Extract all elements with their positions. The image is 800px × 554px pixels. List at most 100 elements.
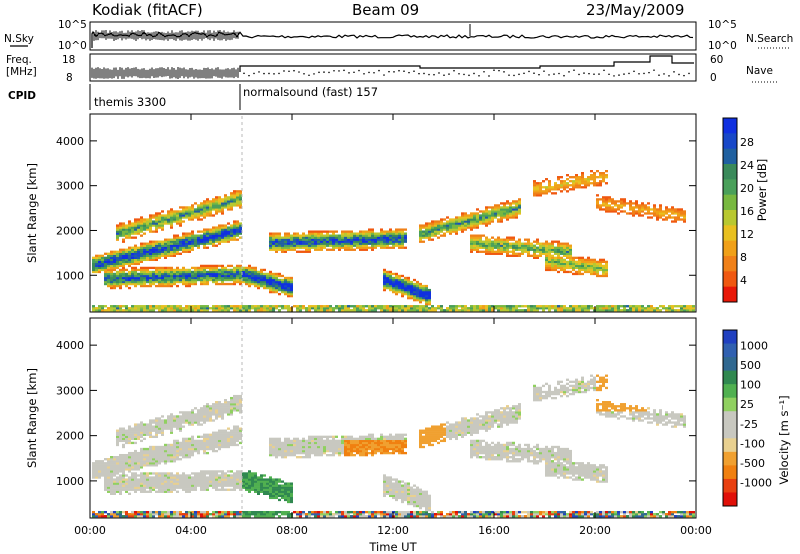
power-cell	[377, 240, 380, 243]
power-cell	[413, 299, 416, 302]
power-cell	[428, 230, 431, 233]
nave-sample	[338, 70, 340, 72]
power-cell	[686, 307, 689, 310]
power-cell	[110, 276, 113, 280]
velocity-cell	[110, 474, 113, 477]
velocity-cell	[167, 445, 170, 449]
power-colorbar-tick-label: 24	[740, 159, 754, 172]
power-cell	[308, 309, 311, 312]
power-cell	[392, 238, 395, 241]
power-cell	[209, 214, 212, 217]
velocity-cell	[164, 478, 167, 481]
power-cell	[491, 248, 494, 251]
power-cell	[131, 268, 134, 272]
nave-sample	[548, 74, 550, 76]
power-cell	[203, 240, 206, 243]
power-cell	[467, 216, 470, 219]
power-cell	[659, 214, 662, 217]
power-cell	[536, 182, 539, 185]
velocity-cell	[221, 405, 224, 408]
power-cell	[488, 252, 491, 255]
velocity-cell	[152, 456, 155, 459]
power-cell	[191, 248, 194, 251]
power-cell	[347, 309, 350, 312]
power-cell	[200, 274, 203, 278]
velocity-cell	[146, 484, 149, 487]
power-cell	[647, 212, 650, 215]
power-cell	[119, 254, 122, 257]
velocity-cell	[125, 441, 128, 445]
power-cell	[470, 244, 473, 247]
power-cell	[401, 305, 404, 308]
velocity-cell	[212, 472, 215, 475]
power-cell	[116, 250, 119, 253]
velocity-cell	[134, 474, 137, 477]
power-cell	[236, 202, 239, 205]
power-cell	[128, 270, 131, 274]
power-cell	[113, 264, 116, 268]
power-cell	[557, 186, 560, 189]
power-cell	[416, 280, 419, 284]
velocity-cell	[143, 431, 146, 434]
velocity-cell	[170, 482, 173, 485]
power-cell	[653, 214, 656, 217]
power-cell	[317, 230, 320, 233]
power-cell	[173, 307, 176, 310]
power-cell	[116, 274, 119, 278]
power-cell	[122, 248, 125, 251]
power-cell	[413, 309, 416, 312]
velocity-cell	[131, 458, 134, 461]
nave-sample	[618, 74, 620, 76]
power-cell	[422, 234, 425, 237]
velocity-cell	[152, 453, 155, 457]
power-cell	[671, 216, 674, 219]
power-cell	[278, 234, 281, 237]
power-cell	[500, 212, 503, 215]
velocity-cell	[170, 458, 173, 461]
velocity-cell	[197, 409, 200, 412]
velocity-cell	[167, 423, 170, 426]
power-cell	[608, 198, 611, 201]
velocity-cell	[221, 470, 224, 473]
power-cell	[200, 272, 203, 276]
power-cell	[383, 240, 386, 243]
power-cell	[491, 246, 494, 249]
power-cell	[110, 256, 113, 259]
power-cell	[128, 276, 131, 280]
power-cell	[200, 208, 203, 211]
power-cell	[104, 270, 107, 274]
power-cell	[425, 226, 428, 229]
power-cell	[569, 258, 572, 262]
velocity-cell	[95, 476, 98, 479]
power-cell	[227, 196, 230, 199]
power-cell	[179, 278, 182, 282]
power-cell	[509, 216, 512, 219]
power-cell	[554, 186, 557, 189]
power-cell	[155, 218, 158, 221]
power-cell	[470, 212, 473, 215]
power-cell	[524, 246, 527, 249]
power-cell	[221, 198, 224, 201]
power-cell	[182, 278, 185, 282]
power-cell	[158, 305, 161, 308]
power-cell	[110, 282, 113, 286]
velocity-cell	[200, 484, 203, 487]
velocity-cell	[188, 415, 191, 418]
velocity-cell	[116, 476, 119, 479]
power-cell	[206, 272, 209, 276]
power-cell	[185, 234, 188, 237]
velocity-cell	[227, 445, 230, 449]
velocity-cell	[155, 435, 158, 438]
power-cell	[584, 307, 587, 310]
velocity-cell	[221, 437, 224, 441]
power-cell	[581, 180, 584, 183]
power-cell	[314, 230, 317, 233]
velocity-cell	[134, 468, 137, 471]
power-cell	[110, 286, 113, 290]
velocity-cell	[149, 453, 152, 457]
power-cell	[365, 246, 368, 249]
power-cell	[155, 266, 158, 270]
power-cell	[188, 272, 191, 276]
power-cell	[188, 214, 191, 217]
velocity-cell	[182, 456, 185, 459]
